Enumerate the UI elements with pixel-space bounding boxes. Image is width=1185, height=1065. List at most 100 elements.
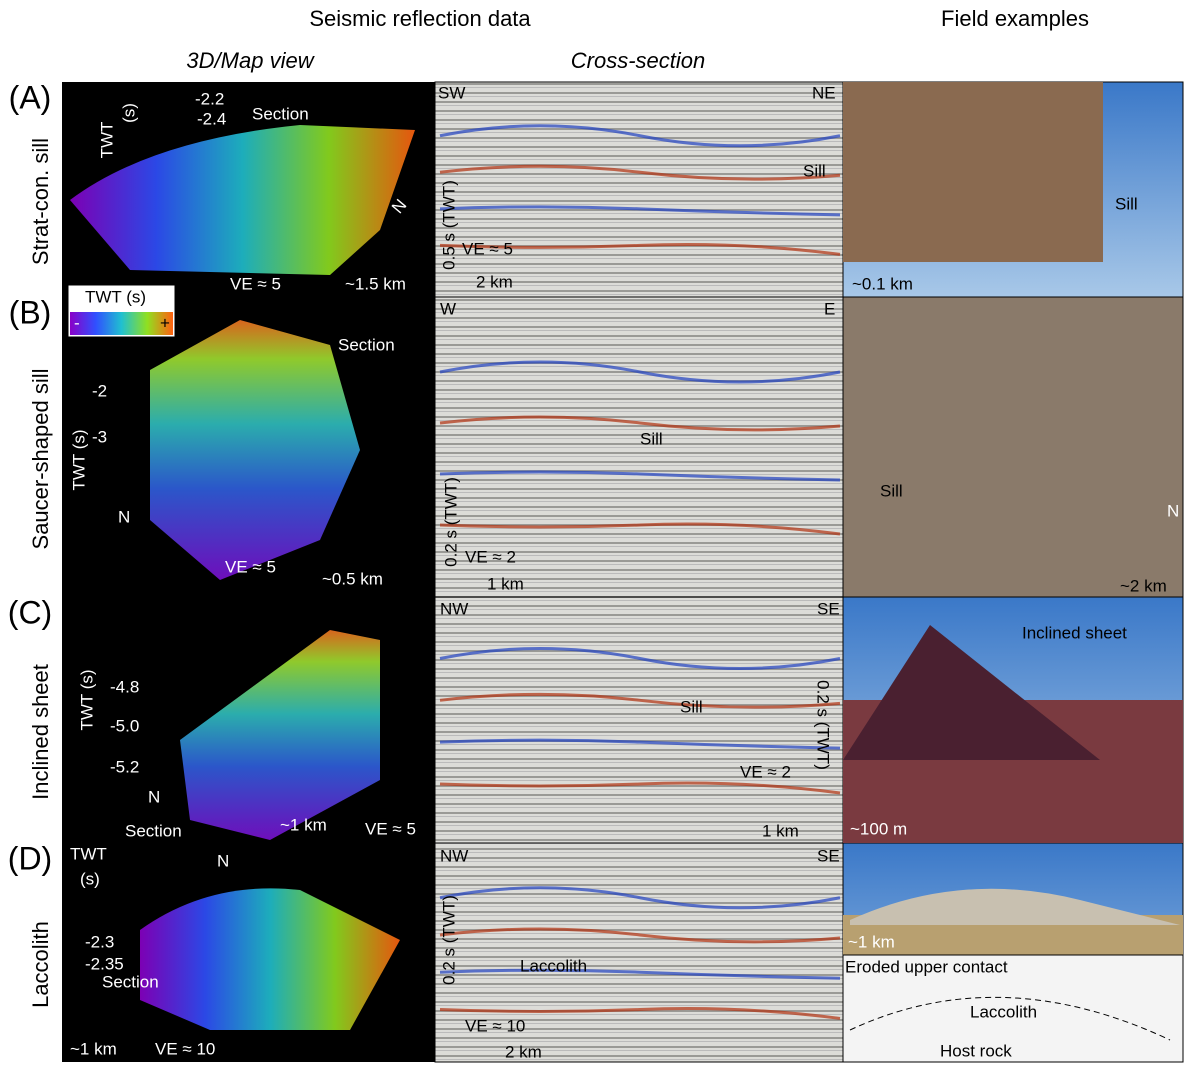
section-label: Sill: [803, 161, 826, 180]
map-label: -2.2: [195, 89, 224, 108]
section-label: 0.5 s (TWT): [439, 180, 458, 270]
section-label: NW: [440, 846, 468, 865]
seismic-panel: [434, 842, 844, 1063]
field-label: ~100 m: [850, 819, 907, 838]
section-label: VE ≈ 10: [465, 1016, 525, 1035]
map-label: ~1 km: [70, 1039, 117, 1058]
map-label: TWT (s): [85, 287, 146, 306]
section-label: 1 km: [487, 574, 524, 593]
map-label: -2.4: [197, 109, 226, 128]
map-label: VE ≈ 5: [365, 819, 416, 838]
map-label: TWT: [97, 122, 116, 159]
field-label: Host rock: [940, 1041, 1012, 1060]
section-label: 0.2 s (TWT): [441, 477, 460, 567]
reflector: [439, 781, 841, 795]
map-label: Section: [102, 972, 159, 991]
section-label: 1 km: [762, 821, 799, 840]
map-label: VE ≈ 10: [155, 1039, 215, 1058]
reflector: [439, 1007, 841, 1020]
section-label: 2 km: [505, 1042, 542, 1061]
seismic-panel: [434, 81, 844, 298]
map-label: Section: [252, 104, 309, 123]
reflector: [439, 692, 841, 709]
map-label: -5.0: [110, 716, 139, 735]
map-label: VE ≈ 5: [230, 274, 281, 293]
field-label: Sill: [880, 481, 903, 500]
map-label: VE ≈ 5: [225, 557, 276, 576]
section-label: Laccolith: [520, 956, 587, 975]
reflector: [439, 927, 841, 944]
section-label: E: [824, 299, 835, 318]
header: Field examples: [941, 6, 1089, 31]
section-label: W: [440, 299, 456, 318]
section-label: NW: [440, 599, 468, 618]
map-label: +: [160, 313, 170, 332]
surface: [140, 888, 400, 1030]
surface: [180, 630, 380, 840]
photo-panel: [842, 296, 1184, 598]
map-label: -: [74, 313, 80, 332]
row-name: Saucer-shaped sill: [28, 369, 53, 550]
reflector: [439, 124, 841, 148]
map-label: ~0.5 km: [322, 569, 383, 588]
labels: (A)Strat-con. sill TWT(s)-2.2-2.4 SectionN…: [8, 79, 1179, 1061]
map-label: TWT (s): [77, 669, 96, 730]
section-label: Sill: [640, 429, 663, 448]
sketch-line: [849, 996, 1171, 1041]
section-label: 2 km: [476, 272, 513, 291]
map-label: (s): [80, 869, 100, 888]
legend-bar: [70, 312, 173, 335]
map-label: N: [118, 507, 130, 526]
map-label: N: [217, 851, 229, 870]
section-label: VE ≈ 2: [740, 762, 791, 781]
field-label: ~0.1 km: [852, 274, 913, 293]
map-label: -2: [92, 381, 107, 400]
field-label: ~2 km: [1120, 576, 1167, 595]
subheader: 3D/Map view: [186, 48, 315, 73]
section-label: 0.2 s (TWT): [814, 680, 833, 770]
map-label: -5.2: [110, 757, 139, 776]
field-label: N: [1167, 501, 1179, 520]
surface: [70, 125, 415, 275]
reflector: [439, 415, 841, 432]
section-label: Sill: [680, 697, 703, 716]
panels: [62, 81, 1184, 1063]
row-letter: (B): [9, 294, 52, 330]
reflector: [439, 522, 841, 536]
sketch-panel: [842, 954, 1184, 1063]
section-label: SW: [438, 83, 465, 102]
section-label: VE ≈ 2: [465, 547, 516, 566]
map-label: -4.8: [110, 677, 139, 696]
map-label: TWT: [70, 844, 107, 863]
row-name: Laccolith: [28, 921, 53, 1008]
section-label: 0.2 s (TWT): [439, 895, 458, 985]
header: Seismic reflection data: [309, 6, 531, 31]
reflector: [439, 886, 841, 910]
section-label: SE: [817, 599, 840, 618]
row-letter: (C): [8, 594, 52, 630]
map-label: Section: [125, 821, 182, 840]
row-name: Strat-con. sill: [28, 138, 53, 265]
reflector: [439, 360, 841, 384]
mountain: [843, 625, 1100, 760]
row-letter: (D): [8, 840, 52, 876]
map-label: ~1 km: [280, 815, 327, 834]
map-label: TWT (s): [69, 429, 88, 490]
reflector: [439, 205, 841, 217]
row-name: Inclined sheet: [28, 664, 53, 800]
field-label: ~1 km: [848, 932, 895, 951]
mountain: [850, 888, 1180, 925]
section-label: SE: [817, 846, 840, 865]
reflector: [439, 470, 841, 482]
reflector: [439, 738, 841, 750]
map-label: N: [148, 787, 160, 806]
map-label: (s): [119, 103, 138, 123]
map-label: -2.35: [85, 954, 124, 973]
map-label: ~1.5 km: [345, 274, 406, 293]
field-label: Laccolith: [970, 1002, 1037, 1021]
reflector: [439, 647, 841, 670]
field-label: Eroded upper contact: [845, 957, 1008, 976]
row-letter: (A): [9, 79, 52, 115]
reflector: [439, 242, 841, 256]
